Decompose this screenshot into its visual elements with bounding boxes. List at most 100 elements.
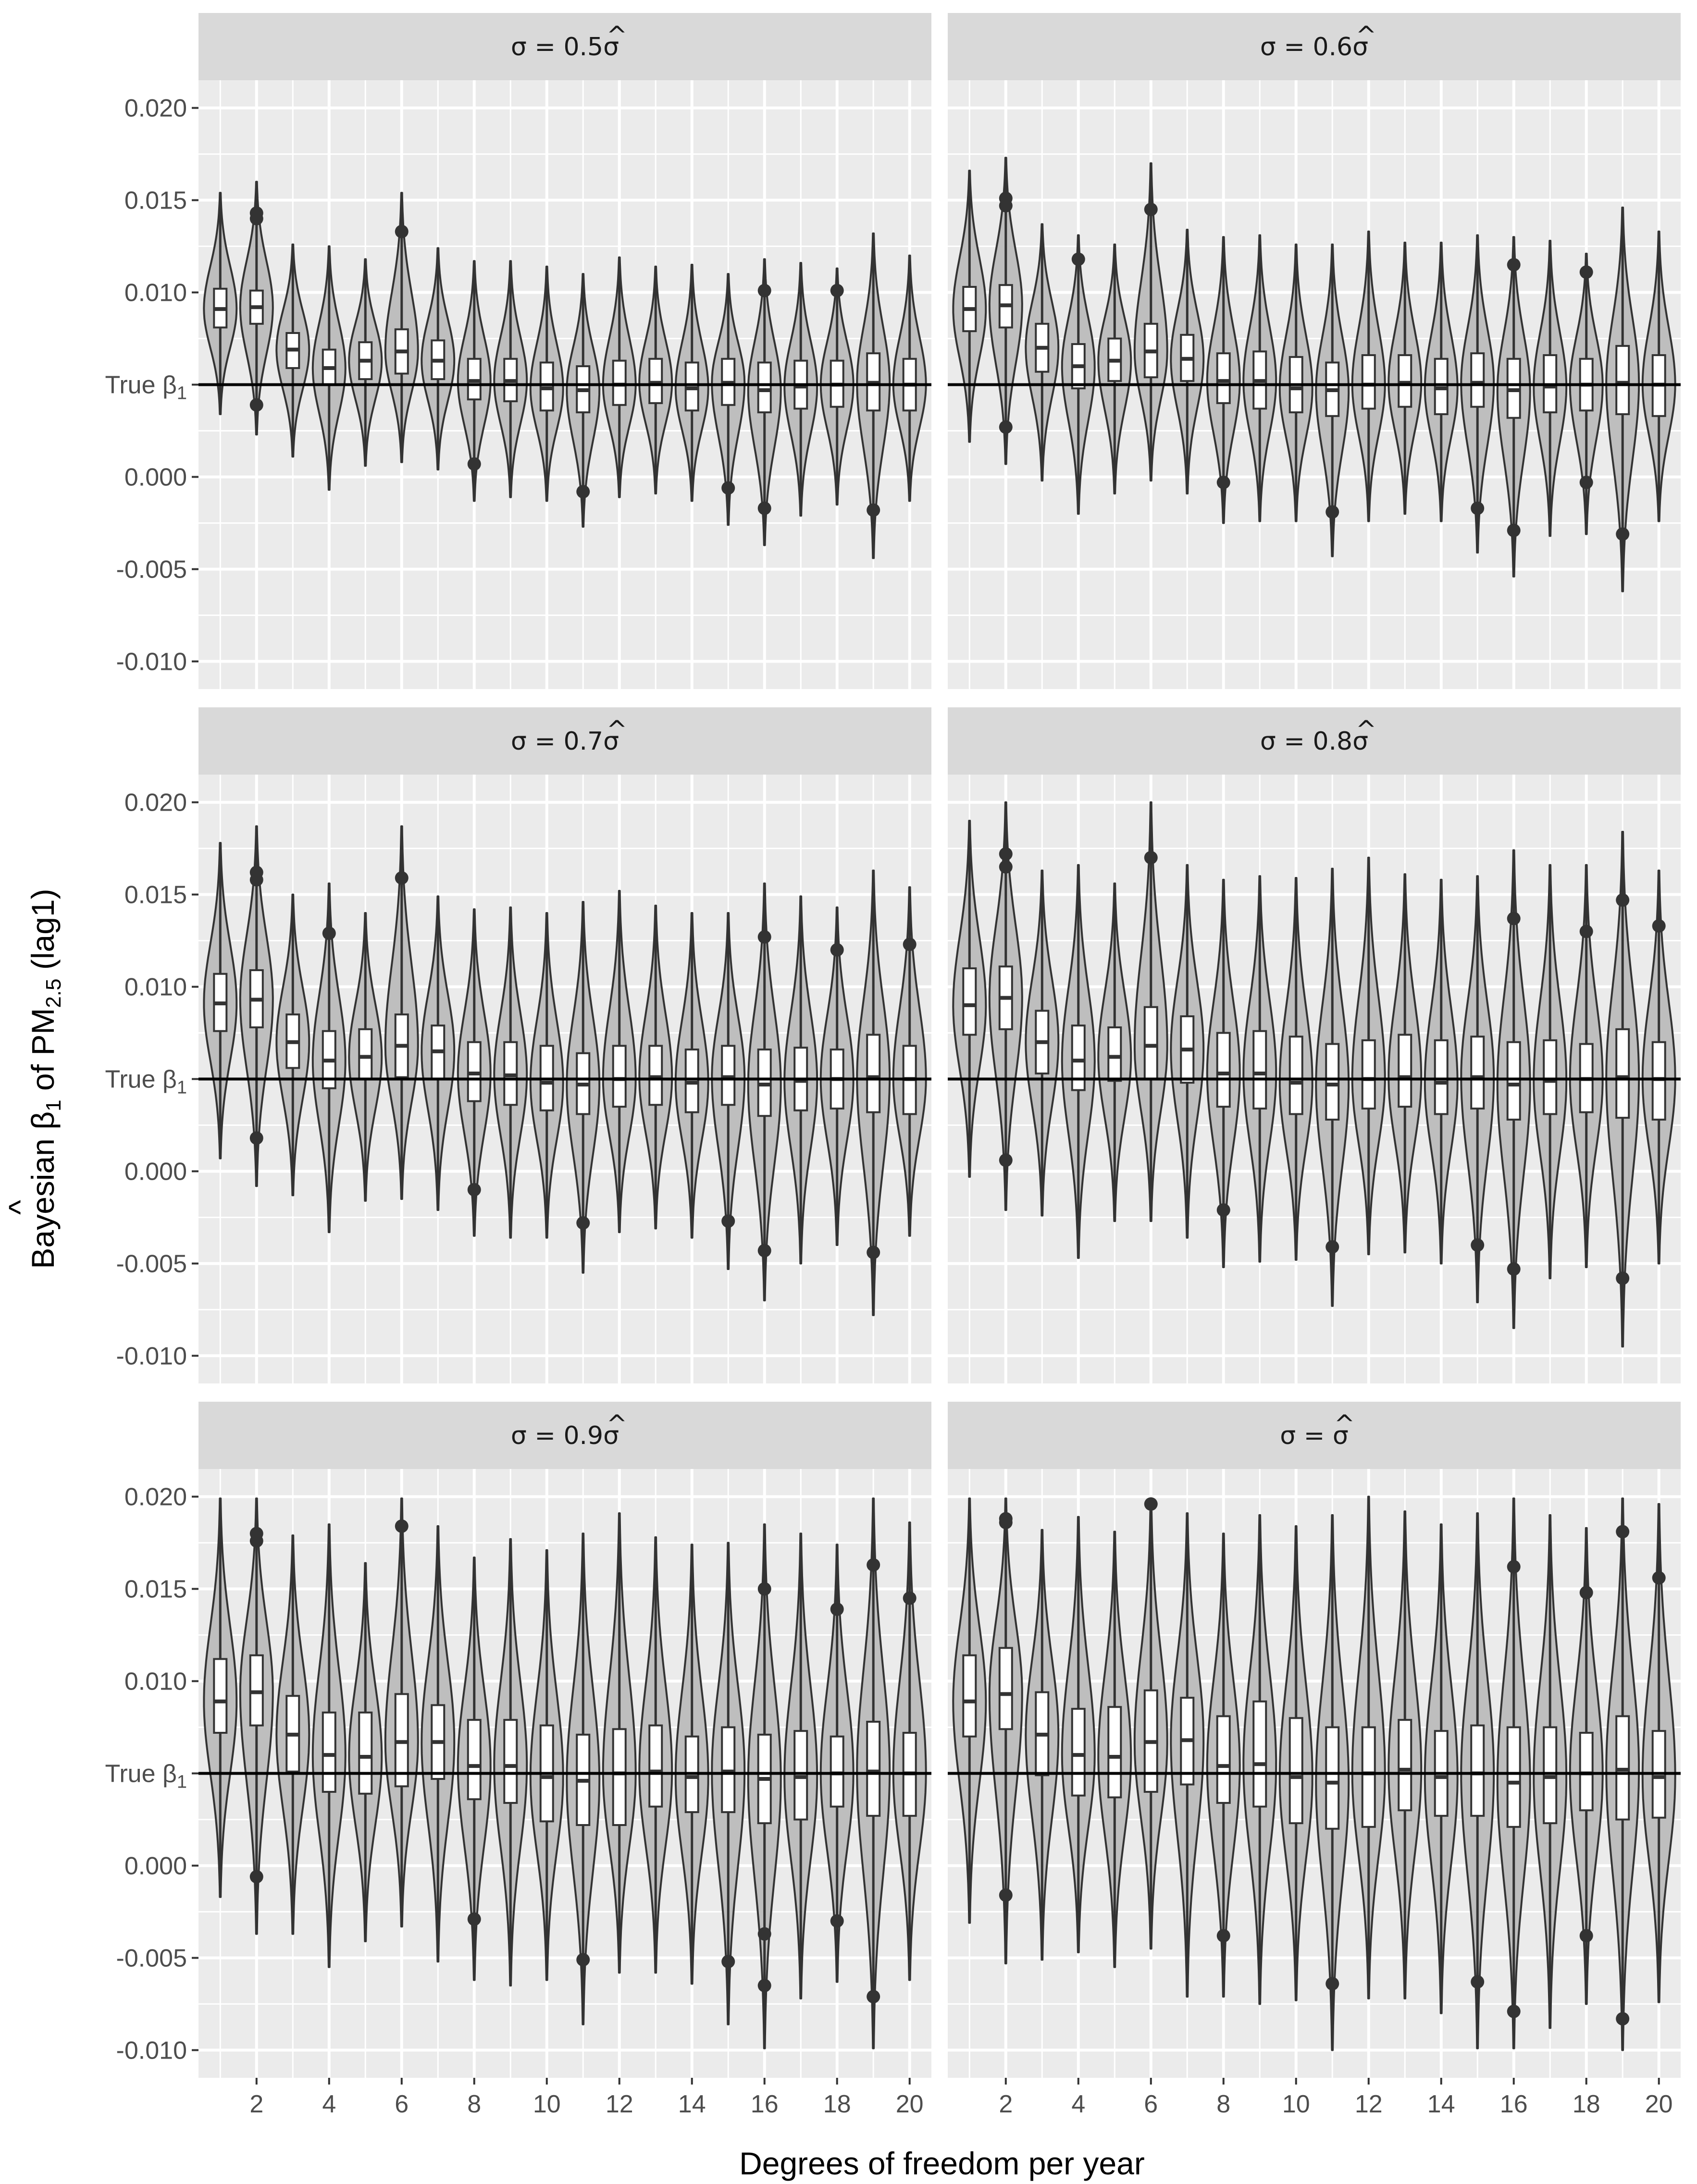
x-tick-label: 2 bbox=[249, 2090, 263, 2118]
outlier-point bbox=[1507, 523, 1521, 537]
y-tick-label: 0.010 bbox=[124, 974, 187, 1001]
box bbox=[1071, 1708, 1086, 1797]
facet-panel: σ = 0.9σ^ -0.010 -0.005 0.000 True β1 0.010 0.… bbox=[105, 1402, 931, 2118]
outlier-point bbox=[1579, 475, 1593, 489]
strip-label-sigma-hat: σ bbox=[603, 1421, 619, 1450]
box bbox=[1107, 1706, 1122, 1799]
y-tick-label: -0.010 bbox=[116, 648, 187, 676]
outlier-point bbox=[999, 860, 1013, 874]
box bbox=[1470, 1724, 1485, 1817]
x-tick-label: 10 bbox=[1282, 2090, 1310, 2118]
facet-strip-label: σ = 0.5σ bbox=[511, 33, 619, 62]
outlier-point bbox=[721, 481, 735, 495]
outlier-point bbox=[249, 398, 263, 412]
strip-label-main: σ = 0.6 bbox=[1260, 33, 1352, 62]
box bbox=[1470, 352, 1485, 408]
facet-panel: σ = 0.5σ^ -0.010 -0.005 0.000 True β1 0.010 0.… bbox=[105, 13, 931, 689]
outlier-point bbox=[1507, 1560, 1521, 1574]
box bbox=[1252, 1700, 1267, 1808]
outlier-point bbox=[1471, 1975, 1485, 1989]
box bbox=[358, 1711, 373, 1795]
strip-label-sigma-hat: σ bbox=[1333, 1421, 1349, 1450]
true-beta-subscript: 1 bbox=[177, 1772, 187, 1792]
outlier-point bbox=[1616, 1271, 1630, 1285]
strip-label-main: σ = 0.7 bbox=[511, 727, 603, 756]
box bbox=[467, 1719, 482, 1801]
outlier-point bbox=[1325, 1977, 1339, 1991]
box bbox=[1325, 1043, 1340, 1121]
outlier-point bbox=[757, 1979, 771, 1993]
box bbox=[998, 1647, 1013, 1730]
box bbox=[1361, 1039, 1376, 1110]
outlier-point bbox=[1616, 1525, 1630, 1539]
outlier-point bbox=[1144, 202, 1158, 216]
outlier-point bbox=[322, 926, 336, 940]
strip-hat-mark: ^ bbox=[1356, 21, 1377, 50]
strip-label-main: σ = bbox=[1280, 1421, 1333, 1450]
y-tick-label: 0.015 bbox=[124, 881, 187, 909]
x-tick-label: 18 bbox=[1573, 2090, 1600, 2118]
facet-strip-label: σ = 0.6σ bbox=[1260, 33, 1368, 62]
outlier-point bbox=[830, 943, 844, 957]
true-beta-subscript: 1 bbox=[177, 383, 187, 404]
y-tick-label: 0.020 bbox=[124, 1483, 187, 1511]
facet-strip bbox=[198, 1402, 931, 1469]
outlier-point bbox=[757, 1582, 771, 1596]
true-beta-subscript: 1 bbox=[177, 1078, 187, 1098]
facet-strip bbox=[948, 13, 1681, 80]
x-tick-label: 8 bbox=[1216, 2090, 1230, 2118]
strip-hat-mark: ^ bbox=[1334, 1410, 1355, 1439]
box bbox=[1434, 1039, 1449, 1115]
box bbox=[1107, 1026, 1122, 1082]
outlier-point bbox=[1652, 919, 1666, 933]
strip-hat-mark: ^ bbox=[607, 21, 628, 50]
x-tick-label: 16 bbox=[751, 2090, 779, 2118]
y-tick-label: -0.010 bbox=[116, 1342, 187, 1370]
strip-label-sigma-hat: σ bbox=[603, 33, 619, 62]
outlier-point bbox=[467, 1912, 481, 1926]
box bbox=[1361, 1726, 1376, 1828]
facet-strip-label: σ = 0.7σ bbox=[511, 727, 619, 756]
facet-strip-label: σ = σ bbox=[1280, 1421, 1349, 1450]
box bbox=[1506, 1041, 1521, 1121]
x-tick-label: 12 bbox=[1355, 2090, 1383, 2118]
box bbox=[1325, 1726, 1340, 1830]
box bbox=[322, 1711, 336, 1793]
svg-text:^: ^ bbox=[2, 1200, 37, 1215]
outlier-point bbox=[1616, 893, 1630, 907]
outlier-point bbox=[903, 938, 917, 951]
x-tick-label: 8 bbox=[467, 2090, 481, 2118]
x-tick-label: 14 bbox=[1427, 2090, 1455, 2118]
y-tick-label: 0.020 bbox=[124, 789, 187, 817]
outlier-point bbox=[757, 930, 771, 944]
x-tick-label: 12 bbox=[606, 2090, 633, 2118]
outlier-point bbox=[576, 1953, 590, 1967]
outlier-point bbox=[1652, 1571, 1666, 1585]
strip-label-main: σ = 0.8 bbox=[1260, 727, 1352, 756]
outlier-point bbox=[249, 211, 263, 225]
box bbox=[503, 1719, 518, 1804]
outlier-point bbox=[867, 503, 880, 517]
true-beta-text: True β bbox=[105, 371, 177, 399]
x-tick-label: 4 bbox=[322, 2090, 336, 2118]
outlier-point bbox=[395, 224, 409, 238]
outlier-point bbox=[576, 1216, 590, 1230]
outlier-point bbox=[903, 1591, 917, 1605]
box bbox=[1216, 1032, 1231, 1108]
strip-hat-mark: ^ bbox=[607, 716, 628, 744]
strip-hat-mark: ^ bbox=[607, 1410, 628, 1439]
box bbox=[1398, 1719, 1412, 1812]
outlier-point bbox=[1616, 527, 1630, 541]
outlier-point bbox=[249, 1534, 263, 1548]
outlier-point bbox=[1216, 475, 1230, 489]
outlier-point bbox=[757, 1927, 771, 1941]
outlier-point bbox=[1616, 2012, 1630, 2026]
box bbox=[1143, 1006, 1158, 1080]
box bbox=[962, 1654, 977, 1738]
outlier-point bbox=[1579, 1929, 1593, 1943]
box bbox=[866, 1034, 881, 1113]
x-tick-label: 2 bbox=[999, 2090, 1013, 2118]
outlier-point bbox=[999, 1153, 1013, 1167]
